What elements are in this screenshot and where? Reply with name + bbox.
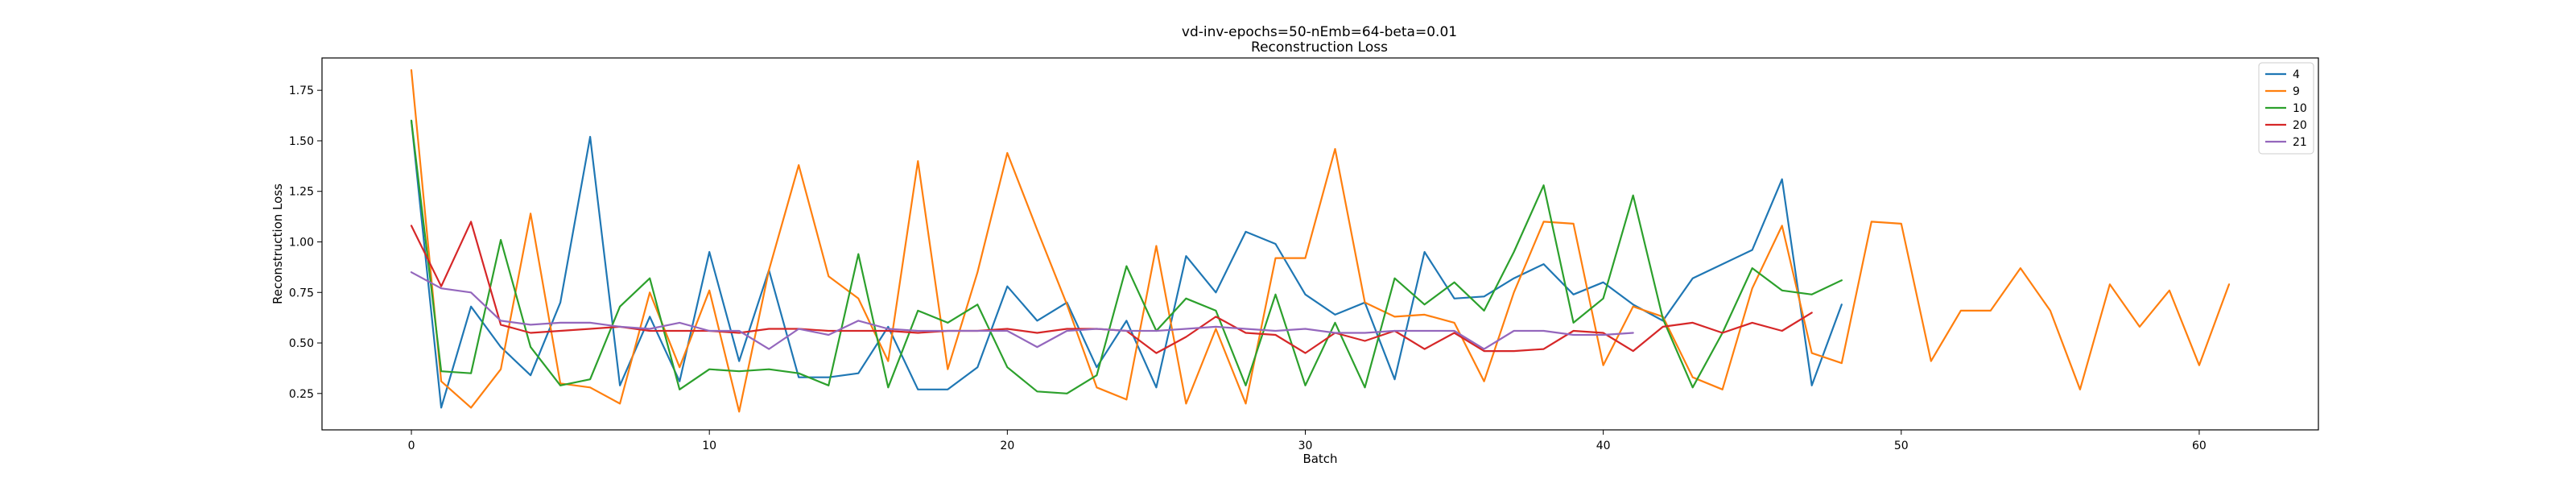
x-tick-label: 10 [702, 440, 716, 452]
series-line-9 [410, 68, 2231, 413]
legend: 4 9 10 20 21 [2258, 62, 2314, 155]
series-line-10 [410, 119, 1843, 394]
plot-area-frame [321, 57, 2319, 431]
legend-label-4: 4 [2293, 68, 2300, 81]
x-tick-label: 40 [1596, 440, 1611, 452]
x-tick-label: 20 [1000, 440, 1014, 452]
x-tick-label: 50 [1894, 440, 1909, 452]
y-tick-label: 1.75 [289, 85, 314, 97]
series-line-20 [410, 221, 1813, 354]
y-axis-label: Reconstruction Loss [270, 184, 285, 304]
chart-subtitle: Reconstruction Loss [1251, 39, 1388, 56]
y-tick-label: 1.25 [289, 186, 314, 199]
x-axis-label: Batch [1302, 452, 1337, 466]
legend-label-9: 9 [2293, 85, 2300, 98]
y-axis: 0.25 0.50 0.75 1.00 1.25 1.50 1.75 [289, 85, 322, 401]
y-tick-label: 1.50 [289, 135, 314, 148]
chart-title: vd-inv-epochs=50-nEmb=64-beta=0.01 [1182, 24, 1457, 40]
legend-label-10: 10 [2293, 102, 2307, 115]
x-tick-label: 30 [1298, 440, 1313, 452]
series-line-4 [410, 119, 1843, 409]
y-tick-label: 0.25 [289, 388, 314, 401]
x-axis: 0 10 20 30 40 50 60 [408, 430, 2207, 452]
y-tick-label: 1.00 [289, 236, 314, 249]
x-tick-label: 0 [408, 440, 415, 452]
y-tick-label: 0.50 [289, 337, 314, 350]
x-tick-label: 60 [2192, 440, 2207, 452]
y-tick-label: 0.75 [289, 287, 314, 299]
legend-label-21: 21 [2293, 136, 2307, 149]
series-line-21 [410, 271, 1634, 350]
legend-label-20: 20 [2293, 119, 2307, 132]
series-layer [410, 68, 2231, 413]
